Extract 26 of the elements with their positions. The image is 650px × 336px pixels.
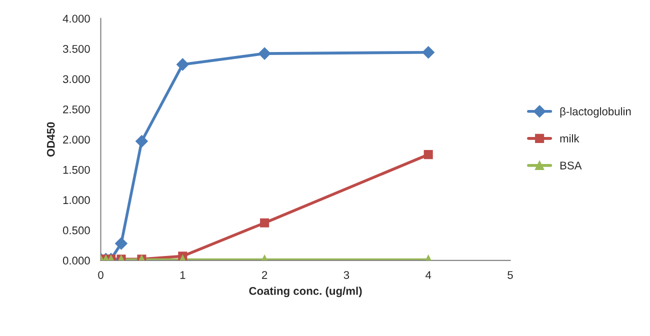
x-tick-label: 5 — [508, 271, 513, 279]
x-tick-label: 4 — [426, 271, 432, 279]
x-tick-label: 1 — [180, 271, 186, 279]
y-tick-label: 1.000 — [63, 196, 90, 204]
point — [424, 150, 433, 160]
point — [176, 58, 189, 71]
legend-label: β-lactoglobulin — [560, 107, 631, 118]
x-tick-label: 2 — [262, 271, 268, 279]
legend-label: BSA — [560, 162, 582, 170]
y-tick-label: 0.000 — [62, 256, 90, 265]
y-tick-label: 3.000 — [62, 75, 90, 84]
y-tick-label: 2.000 — [63, 136, 90, 144]
point — [136, 135, 148, 148]
point — [422, 46, 434, 58]
y-tick-label: 4.000 — [62, 14, 90, 23]
x-tick-label: 0 — [98, 271, 104, 279]
y-tick-label: 1.500 — [63, 166, 90, 174]
y-tick-label: 2.500 — [63, 105, 90, 114]
point — [260, 218, 270, 228]
x-tick-label: 3 — [344, 271, 350, 279]
legend-label: milk — [560, 134, 580, 142]
y-tick-label: 0.500 — [62, 226, 90, 234]
y-axis-title: OD450 — [46, 122, 55, 157]
y-tick-label: 3.500 — [62, 44, 90, 53]
point — [258, 47, 271, 60]
x-axis-title: Coating conc. (ug/ml) — [249, 286, 362, 298]
